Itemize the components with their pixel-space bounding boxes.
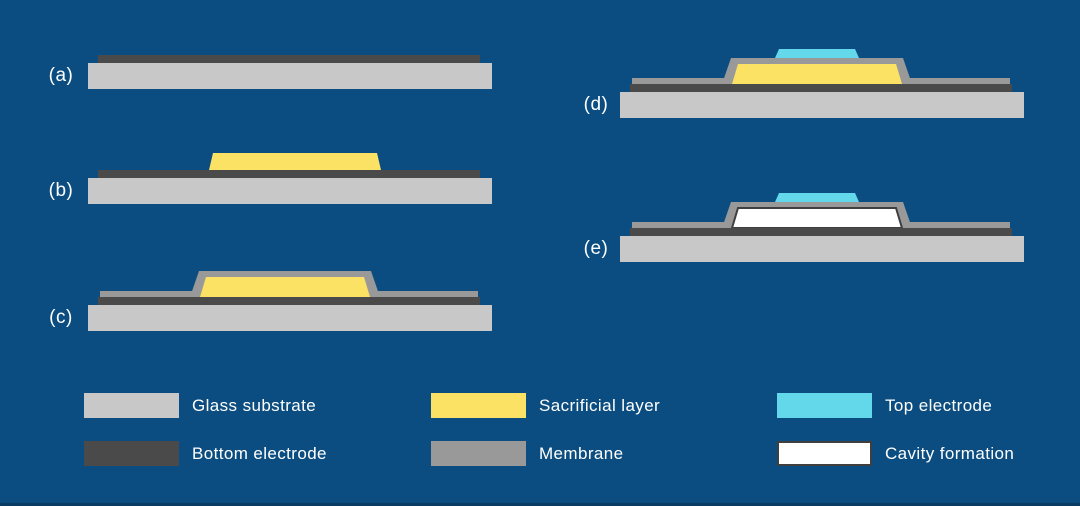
cavity-shape — [730, 207, 904, 229]
glass-substrate-layer — [88, 178, 492, 204]
glass-substrate-layer — [88, 305, 492, 331]
bottom-electrode-swatch — [84, 441, 179, 466]
legend-label-sacrificial-layer: Sacrificial layer — [539, 396, 661, 415]
glass-substrate-layer — [620, 92, 1024, 118]
sacrificial-layer-shape — [200, 277, 370, 297]
step-c-diagram — [88, 271, 492, 331]
bottom-electrode-layer — [98, 170, 480, 178]
bottom-electrode-layer — [98, 297, 480, 305]
step-label-c: (c) — [49, 307, 73, 328]
step-a-diagram — [88, 55, 492, 89]
legend-label-bottom-electrode: Bottom electrode — [192, 444, 327, 463]
top-electrode-shape — [775, 49, 859, 58]
step-label-a: (a) — [48, 65, 74, 86]
membrane-swatch — [431, 441, 526, 466]
sacrificial-layer-swatch — [431, 393, 526, 418]
bottom-electrode-swatch-fill — [84, 441, 179, 466]
figure-bottom-edge — [0, 503, 1080, 506]
top-electrode-swatch — [777, 393, 872, 418]
bottom-electrode-layer — [630, 228, 1012, 236]
glass-substrate-swatch — [84, 393, 179, 418]
bottom-electrode-layer — [630, 84, 1012, 92]
sacrificial-layer-shape — [209, 153, 381, 170]
glass-substrate-layer — [88, 63, 492, 89]
legend-label-top-electrode: Top electrode — [885, 396, 993, 415]
step-label-d: (d) — [583, 94, 609, 115]
step-d-diagram — [620, 49, 1024, 118]
cavity-formation-swatch — [777, 441, 872, 466]
top-electrode-shape — [775, 193, 859, 202]
glass-substrate-swatch-fill — [84, 393, 179, 418]
step-b-diagram — [88, 153, 492, 204]
top-electrode-swatch-fill — [777, 393, 872, 418]
bottom-electrode-layer — [98, 55, 480, 63]
cavity-formation-swatch-fill — [777, 441, 872, 466]
sacrificial-layer-swatch-fill — [431, 393, 526, 418]
step-label-e: (e) — [583, 238, 609, 259]
sacrificial-layer-shape — [732, 64, 902, 84]
legend-label-membrane: Membrane — [539, 444, 624, 463]
step-label-b: (b) — [48, 180, 74, 201]
step-e-diagram — [620, 193, 1024, 262]
membrane-swatch-fill — [431, 441, 526, 466]
glass-substrate-layer — [620, 236, 1024, 262]
legend-label-glass-substrate: Glass substrate — [192, 396, 317, 415]
legend-label-cavity-formation: Cavity formation — [885, 444, 1015, 463]
